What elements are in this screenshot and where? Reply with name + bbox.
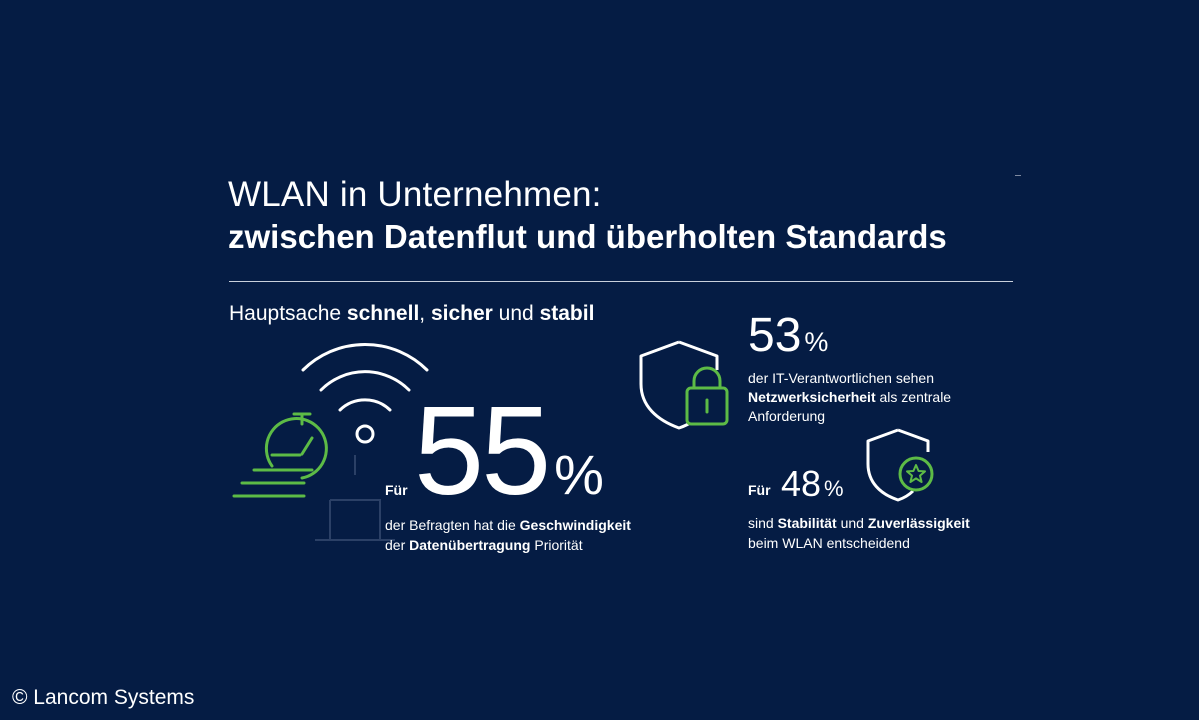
security-desc-line2-bold: Netzwerksicherheit — [748, 389, 876, 405]
copyright-credit: © Lancom Systems — [12, 686, 195, 709]
title-divider — [229, 281, 1013, 282]
security-value: 53 — [748, 309, 802, 362]
stability-desc-line1-prefix: sind — [748, 515, 778, 531]
security-unit: % — [804, 327, 829, 357]
subtitle-sep2: und — [492, 302, 540, 325]
stability-percentage: 48% — [781, 466, 844, 502]
speed-desc-line1-prefix: der Befragten hat die — [385, 517, 520, 533]
speed-desc-line2-prefix: der — [385, 537, 410, 553]
page-title-line2: zwischen Datenflut und überholten Standa… — [228, 218, 947, 255]
subtitle-word-sicher: sicher — [430, 302, 493, 325]
shield-star-icon — [866, 428, 934, 502]
stability-desc-line1-bold1: Stabilität — [777, 515, 837, 531]
stability-unit: % — [824, 476, 844, 501]
security-percentage: 53% — [748, 312, 828, 360]
tower-outline-icon — [315, 455, 395, 541]
speed-percentage: 55% — [414, 388, 604, 514]
subtitle-prefix: Hauptsache — [229, 302, 347, 325]
subtitle: Hauptsache schnell, sicher und stabil — [229, 302, 594, 326]
speed-desc-line1-bold: Geschwindigkeit — [519, 517, 631, 533]
speed-description: der Befragten hat die Geschwindigkeit de… — [385, 515, 631, 555]
stopwatch-speed-icon — [232, 412, 328, 498]
wifi-icon — [301, 342, 429, 444]
stability-desc-line1-mid: und — [836, 515, 868, 531]
security-desc-line1: der IT-Verantwortlichen sehen — [748, 370, 934, 386]
stability-desc-line1-bold2: Zuverlässigkeit — [867, 515, 970, 531]
speed-unit: % — [554, 443, 604, 506]
subtitle-sep1: , — [419, 302, 431, 325]
decorative-mark — [1015, 175, 1021, 176]
security-desc-line2-suffix: als zentrale — [875, 389, 952, 405]
security-desc-line2: Netzwerksicherheit als zentrale — [748, 388, 951, 407]
speed-fuer-label: Für — [385, 482, 408, 498]
security-desc-line3: Anforderung — [748, 408, 826, 424]
stability-desc-line1: sind Stabilität und Zuverlässigkeit — [748, 513, 970, 533]
speed-desc-line2: der Datenübertragung Priorität — [385, 535, 631, 555]
speed-value: 55 — [414, 380, 551, 521]
shield-lock-icon — [639, 340, 729, 430]
subtitle-word-stabil: stabil — [539, 302, 595, 325]
security-description: der IT-Verantwortlichen sehen Netzwerksi… — [748, 369, 951, 426]
stability-desc-line2: beim WLAN entscheidend — [748, 535, 910, 551]
page-title-line1: WLAN in Unternehmen: — [228, 175, 602, 214]
stability-value: 48 — [781, 463, 822, 504]
stability-description: sind Stabilität und Zuverlässigkeit beim… — [748, 513, 970, 553]
speed-desc-line1: der Befragten hat die Geschwindigkeit — [385, 515, 631, 535]
speed-desc-line2-bold: Datenübertragung — [409, 537, 531, 553]
subtitle-word-schnell: schnell — [346, 302, 420, 325]
speed-desc-line2-suffix: Priorität — [530, 537, 583, 553]
stability-fuer-label: Für — [748, 482, 771, 498]
